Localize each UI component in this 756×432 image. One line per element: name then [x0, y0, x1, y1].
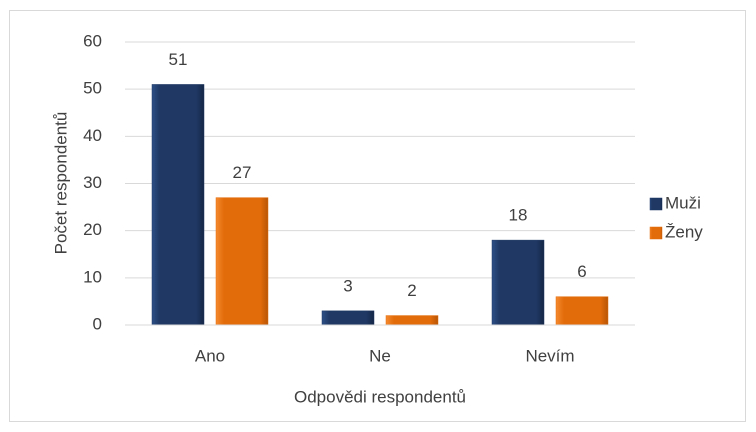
chart-border — [9, 10, 746, 422]
bar — [491, 239, 545, 326]
bar — [385, 315, 439, 326]
bar — [321, 310, 375, 326]
y-tick-label: 40 — [83, 126, 102, 145]
y-axis-title: Počet respondentů — [51, 112, 70, 255]
data-label: 18 — [509, 206, 528, 225]
bar — [151, 84, 205, 326]
x-tick-label: Nevím — [525, 346, 574, 365]
legend-label: Muži — [665, 193, 701, 212]
data-label: 3 — [343, 276, 352, 295]
data-label: 6 — [577, 262, 586, 281]
legend-swatch — [649, 197, 663, 211]
data-label: 27 — [233, 163, 252, 182]
y-tick-label: 20 — [83, 220, 102, 239]
y-tick-label: 30 — [83, 173, 102, 192]
x-tick-label: Ne — [369, 346, 391, 365]
bar — [555, 296, 609, 326]
legend-swatch — [649, 226, 663, 240]
bar — [215, 197, 269, 326]
x-axis-title: Odpovědi respondentů — [294, 387, 466, 406]
data-label: 51 — [169, 50, 188, 69]
legend-label: Ženy — [665, 222, 703, 241]
y-tick-label: 10 — [83, 267, 102, 286]
x-tick-label: Ano — [195, 346, 225, 365]
data-label: 2 — [407, 281, 416, 300]
y-tick-label: 50 — [83, 79, 102, 98]
y-tick-label: 60 — [83, 31, 102, 50]
y-tick-label: 0 — [93, 314, 102, 333]
